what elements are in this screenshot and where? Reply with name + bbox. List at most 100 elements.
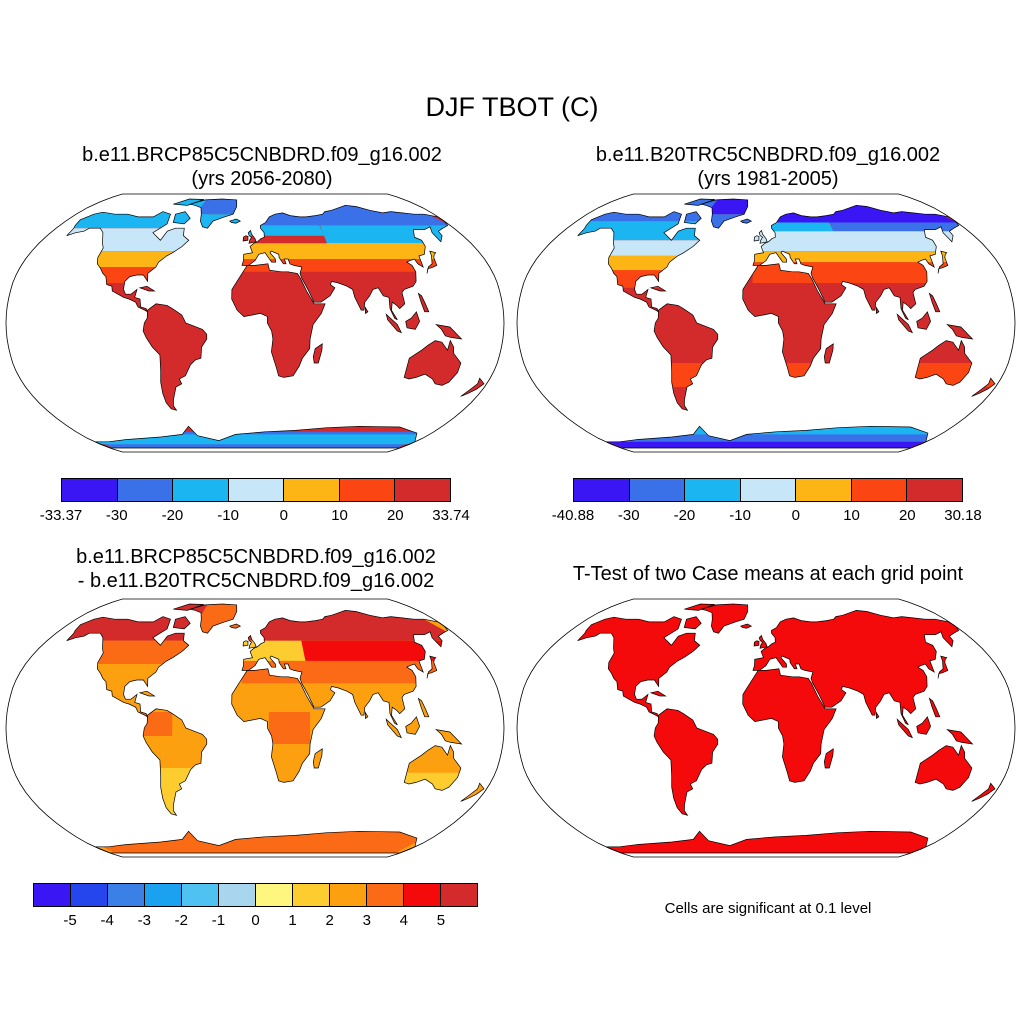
colorbar-segment xyxy=(293,884,330,906)
colorbar-segment xyxy=(441,884,477,906)
coastline xyxy=(172,211,191,225)
coastline xyxy=(403,744,462,791)
ocean xyxy=(517,194,1015,452)
coastline xyxy=(753,640,760,647)
coastline xyxy=(405,311,420,330)
panel-1-title-line2: (yrs 2056-2080) xyxy=(191,168,333,190)
colorbar-label: -5 xyxy=(63,912,77,929)
colorbar-label: 0 xyxy=(251,912,260,929)
panel-2-title-line2: (yrs 1981-2005) xyxy=(697,168,839,190)
colorbar-label: -10 xyxy=(217,507,239,524)
colorbar-segment xyxy=(182,884,219,906)
coastline xyxy=(142,303,208,411)
panel-2-map xyxy=(516,193,1016,453)
coastline xyxy=(241,610,449,726)
coastline xyxy=(742,668,837,783)
colorbar-label: 10 xyxy=(331,507,348,524)
coastline xyxy=(403,339,462,386)
colorbar-label: 0 xyxy=(791,507,801,524)
colorbar-segment xyxy=(796,479,852,501)
colorbar-segment xyxy=(228,479,285,501)
coastline xyxy=(684,603,715,611)
figure-title: DJF TBOT (C) xyxy=(425,92,599,122)
panel-1-title-line1: b.e11.BRCP85C5CNBDRD.f09_g16.002 xyxy=(82,144,442,166)
coastline xyxy=(937,250,949,274)
colorbar-label: -20 xyxy=(161,507,184,524)
coastline xyxy=(758,229,768,244)
coastline xyxy=(971,377,996,397)
coastline xyxy=(914,339,973,386)
coastline xyxy=(188,198,238,229)
coastline xyxy=(914,744,973,791)
coastline xyxy=(94,830,418,854)
colorbar-label: 20 xyxy=(386,507,404,524)
panel-4-note: Cells are significant at 0.1 level xyxy=(664,900,872,917)
panel-2-title: b.e11.B20TRC5CNBDRD.f09_g16.002 (yrs 198… xyxy=(512,143,1024,191)
panel-3-map xyxy=(5,598,505,858)
coastline xyxy=(173,198,204,206)
colorbar-segment xyxy=(367,884,404,906)
coastline xyxy=(937,655,949,679)
colorbar-label: -30 xyxy=(105,507,128,524)
colorbar-label: 2 xyxy=(325,912,334,929)
colorbar-segment xyxy=(145,884,182,906)
coastline xyxy=(435,324,463,340)
coastline xyxy=(653,708,719,816)
coastline xyxy=(66,211,190,313)
coastline xyxy=(229,623,242,629)
coastline xyxy=(971,782,996,802)
coastline xyxy=(188,603,238,634)
colorbar-label: -40.88 xyxy=(551,507,595,524)
coastline xyxy=(683,211,702,225)
colorbar-label: 5 xyxy=(436,912,446,929)
coastline xyxy=(649,690,667,697)
coastline xyxy=(405,716,420,735)
panel-3-colorbar xyxy=(33,883,478,907)
coastline xyxy=(94,425,418,449)
coastline xyxy=(242,640,249,647)
colorbar-segment xyxy=(395,479,451,501)
coastline xyxy=(753,235,760,242)
colorbar-segment xyxy=(256,884,293,906)
colorbar-segment xyxy=(574,479,630,501)
coastline xyxy=(577,211,701,313)
colorbar-label: -4 xyxy=(100,912,114,929)
colorbar-segment xyxy=(173,479,229,501)
globe-outline xyxy=(5,598,505,858)
panel-4-title: T-Test of two Case means at each grid po… xyxy=(512,562,1024,586)
coastline xyxy=(928,292,941,313)
coastline xyxy=(241,205,449,321)
ocean xyxy=(6,599,504,857)
coastline xyxy=(758,634,768,649)
panel-2-title-line1: b.e11.B20TRC5CNBDRD.f09_g16.002 xyxy=(595,144,941,166)
colorbar-segment xyxy=(117,479,174,501)
colorbar-label: 1 xyxy=(288,912,297,929)
coastline xyxy=(231,668,326,783)
coastline xyxy=(385,313,403,334)
coastline xyxy=(231,263,326,378)
coastline xyxy=(875,305,880,315)
colorbar-segment xyxy=(685,479,741,501)
coastline xyxy=(752,205,960,321)
panel-3-title: b.e11.BRCP85C5CNBDRD.f09_g16.002 - b.e11… xyxy=(0,545,512,593)
colorbar-segment xyxy=(330,884,367,906)
colorbar-label: 3 xyxy=(362,912,371,929)
coastline xyxy=(426,250,438,274)
coastline xyxy=(247,634,257,649)
coastline xyxy=(172,616,191,630)
colorbar-segment xyxy=(339,479,396,501)
colorbar-segment xyxy=(740,479,797,501)
coastline xyxy=(823,343,834,364)
coastline xyxy=(229,218,242,224)
coastline xyxy=(740,218,753,224)
globe-outline xyxy=(5,193,505,453)
coastline xyxy=(435,729,463,745)
coastline xyxy=(742,263,837,378)
coastline xyxy=(312,748,323,769)
colorbar-segment xyxy=(34,884,71,906)
colorbar-label: 20 xyxy=(898,507,916,524)
coastline xyxy=(653,303,719,411)
colorbar-label: -33.37 xyxy=(39,507,83,524)
panel-4-title-line1: T-Test of two Case means at each grid po… xyxy=(572,563,964,585)
coastline xyxy=(138,690,156,697)
